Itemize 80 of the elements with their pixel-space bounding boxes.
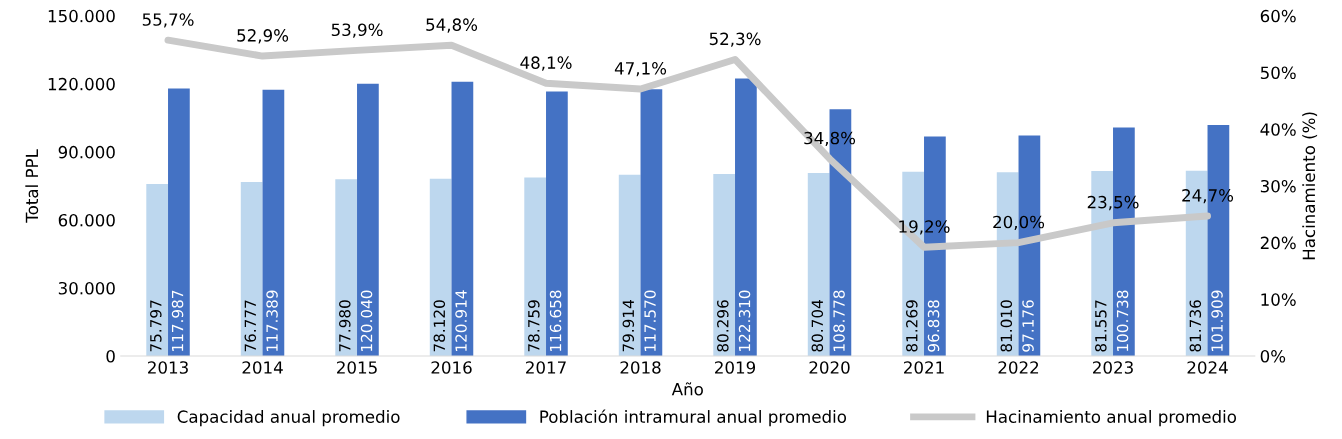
data-label: 122.310 [738, 290, 751, 351]
data-label: 81.010 [1000, 300, 1013, 352]
x-tick-label: 2018 [620, 361, 661, 374]
x-tick-label: 2015 [337, 361, 377, 374]
data-label: 80.296 [717, 300, 729, 352]
data-label: 20,0% [993, 215, 1045, 230]
data-label: 97.176 [1022, 300, 1034, 352]
data-label: 23,5% [1087, 195, 1139, 211]
x-tick-label: 2021 [904, 361, 944, 374]
bar [618, 174, 641, 357]
data-label: 77.980 [339, 300, 351, 352]
data-label: 117.987 [171, 290, 184, 351]
data-label: 120.040 [360, 290, 373, 351]
x-tick-label: 2017 [526, 361, 566, 374]
data-label: 116.658 [549, 290, 562, 351]
x-tick-label: 2019 [715, 361, 756, 374]
y-tick-label: 60.000 [58, 213, 115, 227]
x-tick-label: 2020 [809, 361, 850, 374]
bar [546, 91, 568, 357]
x-tick-label: 2014 [242, 361, 283, 374]
data-label: 120.914 [455, 290, 467, 351]
y-tick-label: 30.000 [58, 281, 115, 295]
data-label: 79.914 [622, 300, 635, 352]
data-label: 117.570 [644, 290, 656, 351]
y-tick-label: 150.000 [48, 9, 115, 23]
bar [357, 83, 379, 357]
y2-tick-label: 0% [1260, 349, 1286, 363]
bar [335, 179, 358, 357]
bar [262, 89, 285, 357]
y2-tick-label: 50% [1260, 66, 1296, 80]
data-label: 54,8% [426, 18, 478, 33]
data-label: 52,3% [709, 32, 761, 47]
bar [735, 78, 757, 357]
x-tick-label: 2022 [998, 361, 1039, 374]
data-label: 48,1% [520, 56, 572, 71]
data-label: 100.738 [1116, 290, 1129, 351]
bar [451, 81, 474, 357]
data-label: 81.269 [906, 300, 918, 352]
y2-tick-label: 30% [1260, 179, 1296, 193]
data-label: 52,9% [237, 29, 289, 44]
y-axis-title: Total PPL [25, 149, 39, 223]
legend-label: Población intramural anual promedio [540, 409, 847, 427]
bar [429, 178, 452, 357]
legend-label: Hacinamiento anual promedio [986, 410, 1237, 427]
data-label: 24,7% [1182, 189, 1234, 204]
y2-tick-label: 20% [1260, 236, 1296, 250]
data-label: 78.120 [433, 300, 446, 352]
x-tick-label: 2023 [1093, 361, 1133, 374]
data-label: 80.704 [811, 300, 824, 352]
data-label: 96.838 [927, 300, 940, 352]
bar [146, 184, 169, 357]
data-label: 76.777 [244, 300, 257, 352]
legend-label: Capacidad anual promedio [177, 410, 400, 427]
y-tick-label: 0 [106, 349, 115, 363]
data-label: 78.759 [528, 300, 540, 352]
data-label: 117.389 [266, 290, 278, 351]
y2-axis-title: Hacinamiento (%) [1302, 112, 1318, 260]
x-tick-label: 2024 [1187, 361, 1228, 374]
data-label: 81.736 [1189, 300, 1202, 352]
x-axis-title: Año [671, 382, 703, 396]
data-label: 55,7% [142, 13, 194, 28]
data-label: 81.557 [1095, 300, 1107, 352]
y2-tick-label: 10% [1261, 293, 1296, 306]
x-tick-label: 2013 [148, 361, 188, 374]
x-tick-label: 2016 [431, 361, 472, 374]
y-tick-label: 90.000 [58, 145, 115, 159]
bar [807, 172, 830, 357]
data-label: 108.778 [833, 290, 845, 351]
y2-tick-label: 40% [1260, 123, 1296, 136]
bar [524, 177, 547, 357]
bar [168, 88, 190, 357]
bar [640, 89, 663, 357]
bar [713, 173, 736, 357]
bar [240, 181, 263, 357]
data-label: 75.797 [150, 300, 162, 352]
y-tick-label: 120.000 [48, 77, 115, 91]
data-label: 53,9% [331, 23, 383, 38]
data-label: 101.909 [1211, 290, 1223, 351]
y2-tick-label: 60% [1260, 9, 1296, 23]
data-label: 47,1% [614, 62, 667, 77]
